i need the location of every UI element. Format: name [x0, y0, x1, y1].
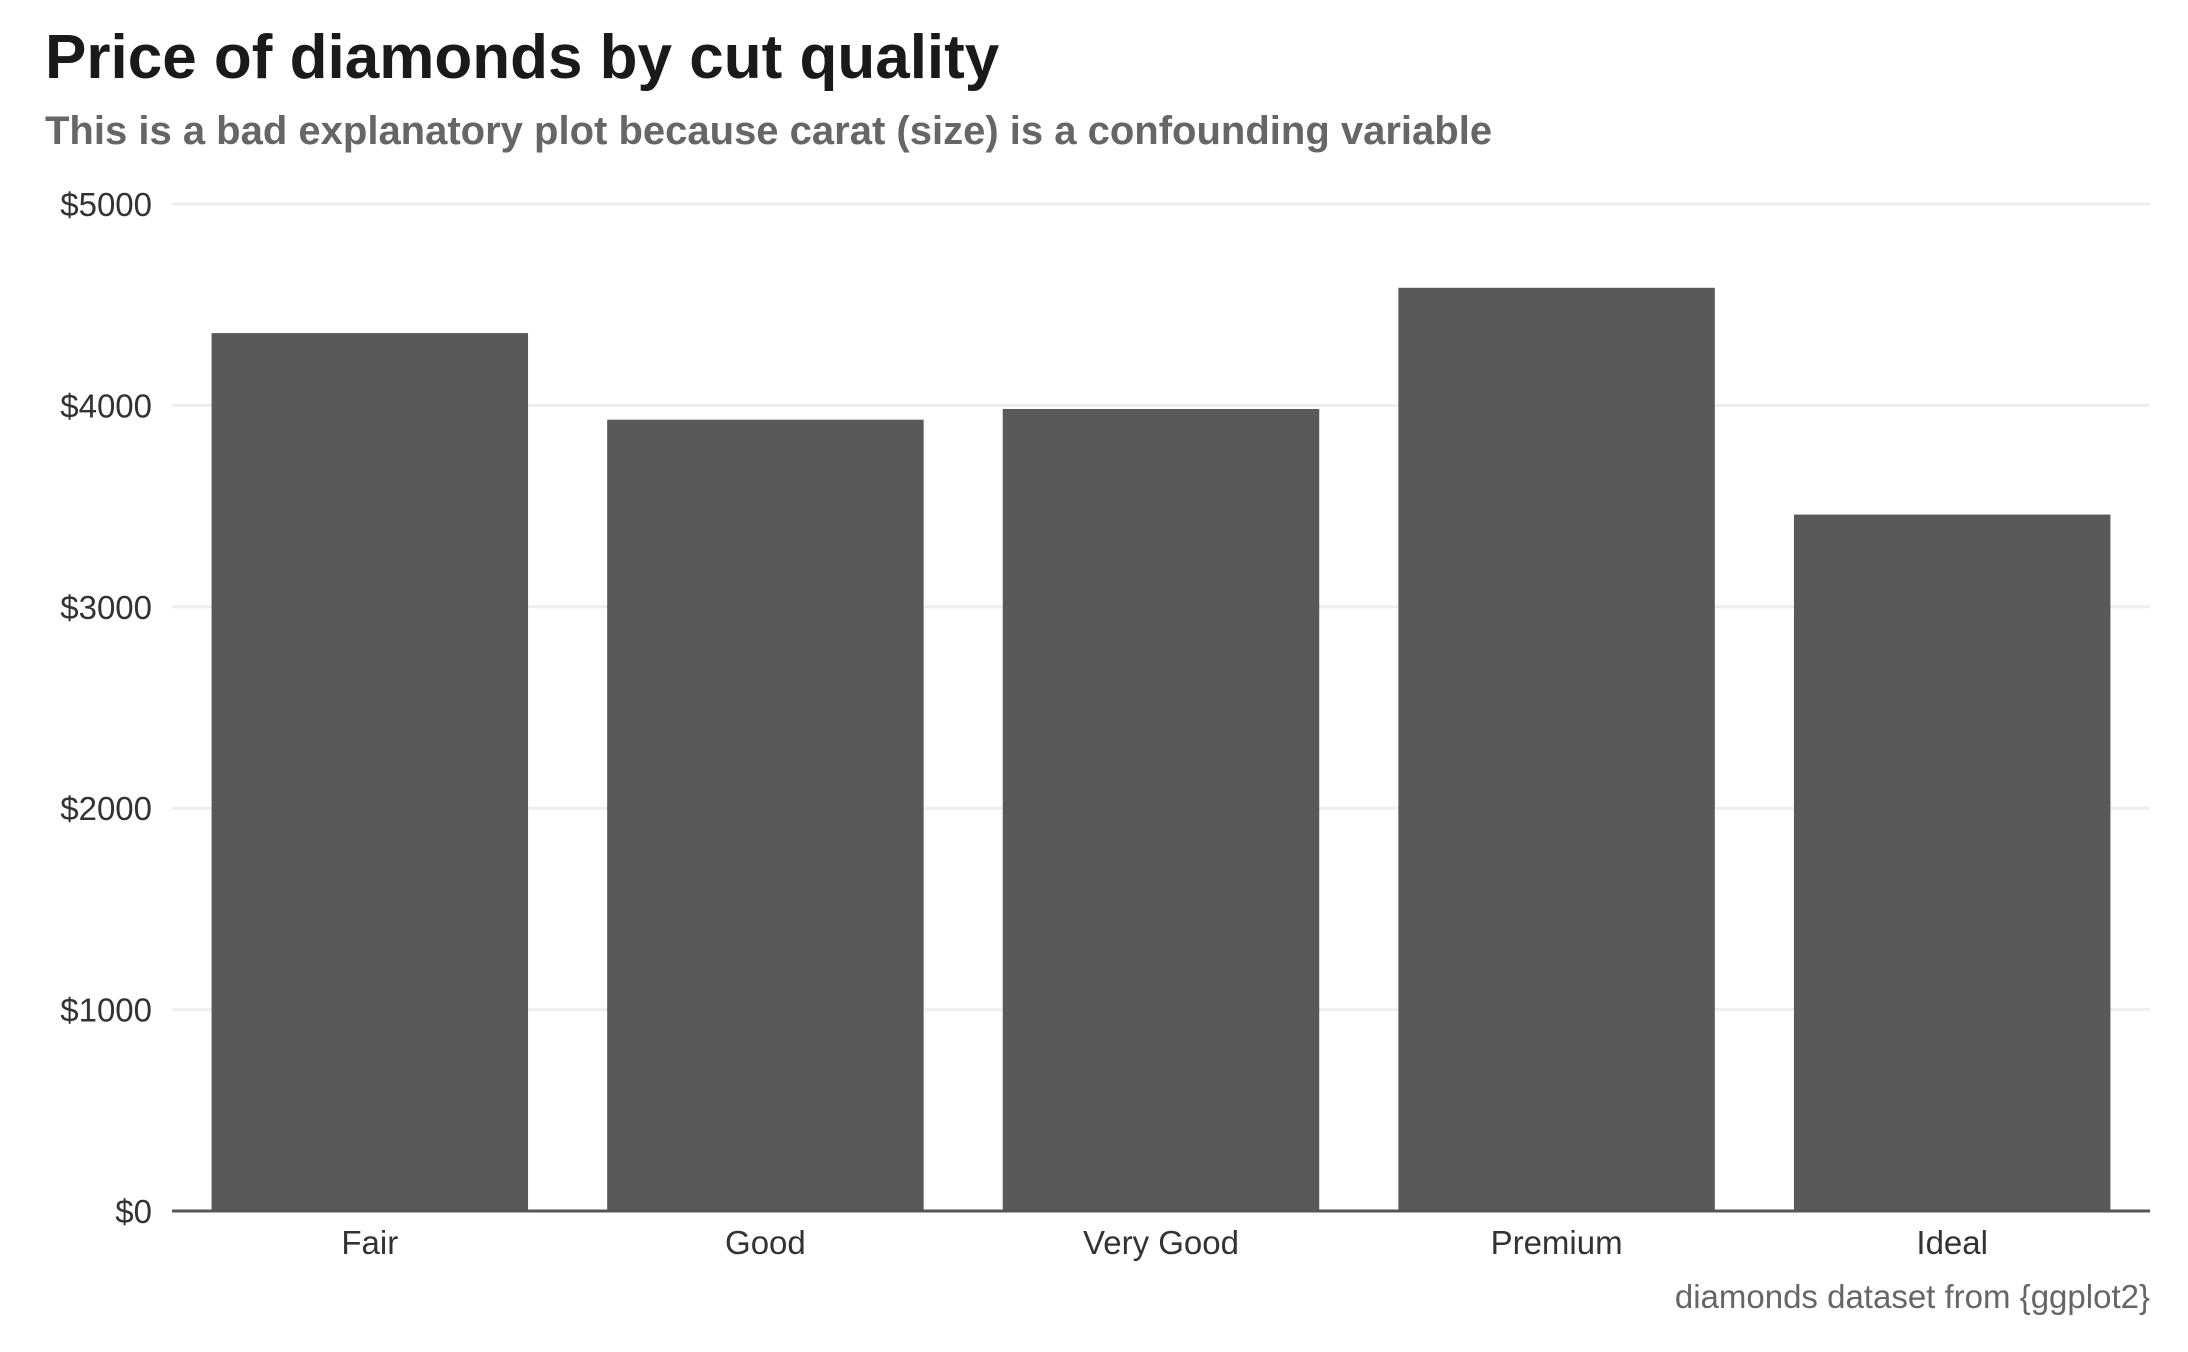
- bars: [211, 287, 2111, 1211]
- y-tick-label: $4000: [60, 387, 152, 424]
- y-axis-tick-labels: $0 $1000 $2000 $3000 $4000 $5000: [60, 186, 152, 1230]
- y-tick-label: $3000: [60, 589, 152, 626]
- bar-good: [607, 419, 924, 1211]
- chart-caption: diamonds dataset from {ggplot2}: [1675, 1278, 2150, 1315]
- x-tick-label: Good: [725, 1224, 806, 1261]
- x-tick-label: Very Good: [1083, 1224, 1239, 1261]
- x-tick-label: Premium: [1491, 1224, 1623, 1261]
- bar-premium: [1398, 287, 1715, 1211]
- bar-ideal: [1793, 514, 2111, 1211]
- y-tick-label: $0: [115, 1193, 152, 1230]
- chart-title: Price of diamonds by cut quality: [45, 23, 1000, 92]
- bar-very-good: [1002, 409, 1320, 1211]
- x-tick-label: Ideal: [1916, 1224, 1988, 1261]
- y-tick-label: $1000: [60, 992, 152, 1029]
- bar-fair: [211, 333, 529, 1211]
- x-tick-label: Fair: [341, 1224, 398, 1261]
- y-tick-label: $2000: [60, 790, 152, 827]
- x-axis-tick-labels: Fair Good Very Good Premium Ideal: [341, 1224, 1988, 1261]
- chart-subtitle: This is a bad explanatory plot because c…: [45, 109, 1492, 153]
- y-tick-label: $5000: [60, 186, 152, 223]
